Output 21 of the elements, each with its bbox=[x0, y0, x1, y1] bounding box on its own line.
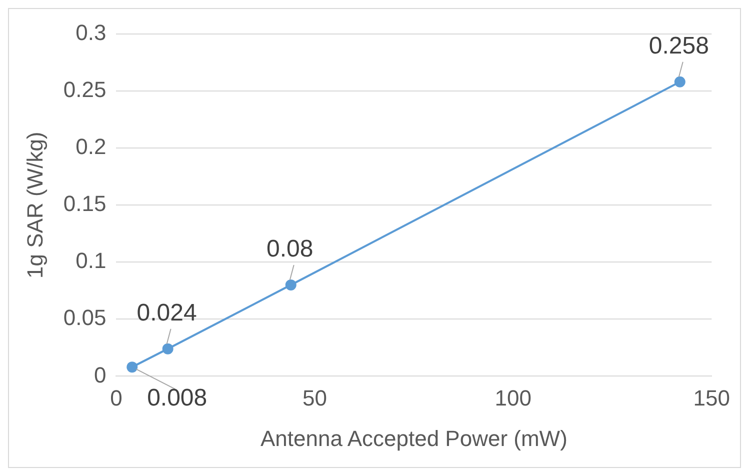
data-label: 0.08 bbox=[266, 236, 314, 263]
y-tick-label: 0.05 bbox=[63, 305, 106, 330]
point bbox=[126, 362, 138, 373]
data-label: 0.258 bbox=[648, 32, 709, 60]
y-tick-label: 0.25 bbox=[63, 77, 106, 102]
y-tick-label: 0.15 bbox=[63, 191, 106, 216]
y-tick-label: 0 bbox=[94, 362, 106, 388]
x-axis-title: Antenna Accepted Power (mW) bbox=[260, 426, 568, 451]
y-tick-label: 0.2 bbox=[76, 134, 106, 160]
x-tick-label: 150 bbox=[693, 385, 730, 410]
point bbox=[285, 279, 296, 290]
point bbox=[674, 76, 686, 88]
y-tick-label: 0.3 bbox=[76, 20, 106, 46]
y-tick-label: 0.1 bbox=[76, 248, 106, 274]
y-axis-title: 1g SAR (W/kg) bbox=[22, 132, 48, 278]
x-tick-label: 50 bbox=[302, 385, 327, 410]
data-label: 0.024 bbox=[136, 299, 197, 326]
x-tick-label: 0 bbox=[110, 385, 122, 410]
x-tick-label: 100 bbox=[494, 385, 532, 410]
point bbox=[162, 343, 174, 354]
data-label: 0.008 bbox=[147, 384, 208, 412]
